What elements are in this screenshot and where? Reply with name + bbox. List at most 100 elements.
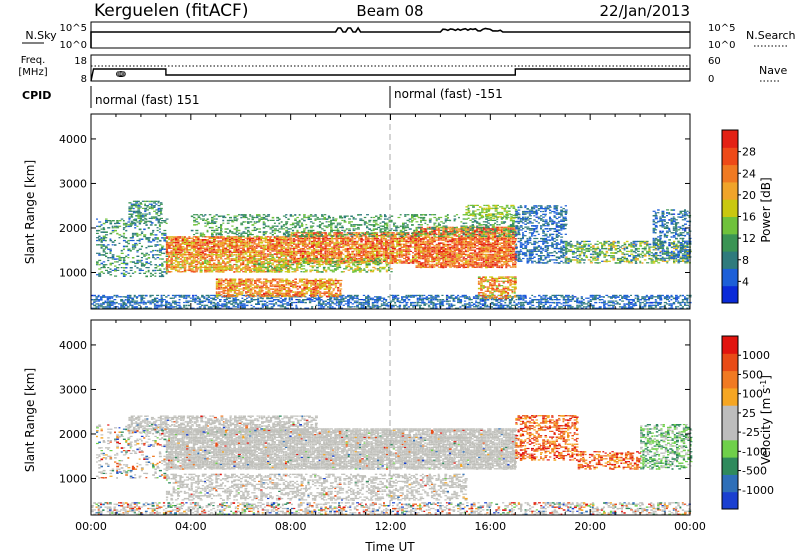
echo-cell [161, 245, 165, 247]
echo-cell [328, 281, 331, 283]
echo-cell [351, 250, 355, 252]
echo-cell [158, 299, 161, 301]
echo-cell [326, 256, 329, 258]
echo-cell [133, 306, 137, 308]
echo-cell [333, 253, 336, 255]
echo-cell [347, 294, 350, 297]
echo-cell [246, 265, 250, 267]
echo-cell [229, 284, 232, 286]
echo-cell [400, 240, 403, 242]
echo-cell [580, 301, 584, 304]
echo-cell [240, 292, 244, 294]
echo-cell [114, 229, 117, 232]
echo-cell [420, 263, 423, 266]
echo-cell [334, 294, 338, 296]
echo-cell [423, 294, 426, 296]
echo-cell [391, 253, 394, 255]
echo-cell [585, 307, 588, 309]
echo-cell [657, 303, 661, 305]
echo-cell [538, 299, 540, 301]
echo-cell [324, 304, 327, 306]
echo-cell [334, 292, 338, 294]
echo-cell [266, 304, 269, 306]
echo-cell [262, 261, 265, 263]
echo-cell [573, 296, 577, 298]
echo-cell [258, 278, 262, 280]
echo-cell [292, 294, 295, 296]
echo-cell [284, 243, 288, 245]
echo-cell [290, 307, 294, 309]
echo-cell [194, 294, 198, 297]
echo-cell [217, 261, 221, 263]
echo-cell [261, 304, 264, 307]
echo-cell [385, 237, 387, 240]
echo-cell [349, 296, 353, 298]
echo-cell [97, 296, 100, 298]
echo-cell [224, 295, 227, 297]
echo-cell [319, 242, 323, 244]
echo-cell [351, 253, 354, 256]
echo-cell [423, 297, 427, 300]
echo-cell [168, 261, 171, 263]
echo-cell [138, 272, 142, 274]
echo-cell [188, 246, 191, 248]
echo-cell [322, 306, 326, 308]
echo-cell [192, 294, 194, 297]
echo-cell [290, 252, 293, 254]
echo-cell [426, 266, 430, 268]
echo-cell [131, 304, 134, 307]
echo-cell [251, 265, 254, 267]
echo-cell [380, 303, 383, 305]
echo-cell [242, 241, 245, 244]
echo-cell [623, 296, 626, 298]
echo-cell [346, 255, 350, 257]
echo-cell [144, 306, 148, 308]
echo-cell [430, 301, 433, 304]
echo-cell [603, 306, 606, 308]
echo-cell [244, 271, 247, 273]
echo-cell [280, 251, 283, 254]
echo-cell [380, 300, 384, 302]
echo-cell [113, 306, 116, 308]
echo-cell [240, 259, 243, 261]
echo-cell [504, 307, 507, 309]
echo-cell [96, 232, 99, 234]
echo-cell [307, 288, 311, 290]
echo-cell [301, 281, 304, 283]
echo-cell [431, 248, 434, 250]
echo-cell [129, 225, 132, 227]
echo-cell [96, 239, 98, 242]
echo-cell [342, 237, 345, 240]
echo-cell [214, 299, 217, 301]
echo-cell [679, 301, 682, 304]
echo-cell [203, 304, 207, 306]
echo-cell [111, 297, 114, 299]
echo-cell [497, 306, 501, 308]
echo-cell [598, 294, 601, 297]
echo-cell [267, 287, 270, 289]
echo-cell [401, 296, 405, 298]
echo-cell [416, 304, 419, 307]
echo-cell [419, 304, 422, 306]
echo-cell [174, 294, 177, 296]
echo-cell [389, 300, 393, 302]
echo-cell [337, 287, 340, 289]
echo-cell [580, 296, 583, 298]
echo-cell [654, 306, 657, 308]
echo-cell [270, 300, 274, 303]
echo-cell [271, 262, 275, 264]
echo-cell [304, 296, 307, 298]
echo-cell [249, 239, 252, 241]
echo-cell [105, 239, 107, 242]
echo-cell [344, 300, 348, 302]
echo-cell [304, 242, 307, 244]
echo-cell [159, 217, 163, 219]
echo-cell [600, 299, 604, 301]
echo-cell [222, 284, 225, 286]
echo-cell [269, 292, 272, 295]
echo-cell [236, 292, 239, 294]
echo-cell [231, 284, 234, 286]
echo-cell [220, 278, 223, 280]
echo-cell [517, 294, 521, 296]
echo-cell [174, 300, 177, 303]
